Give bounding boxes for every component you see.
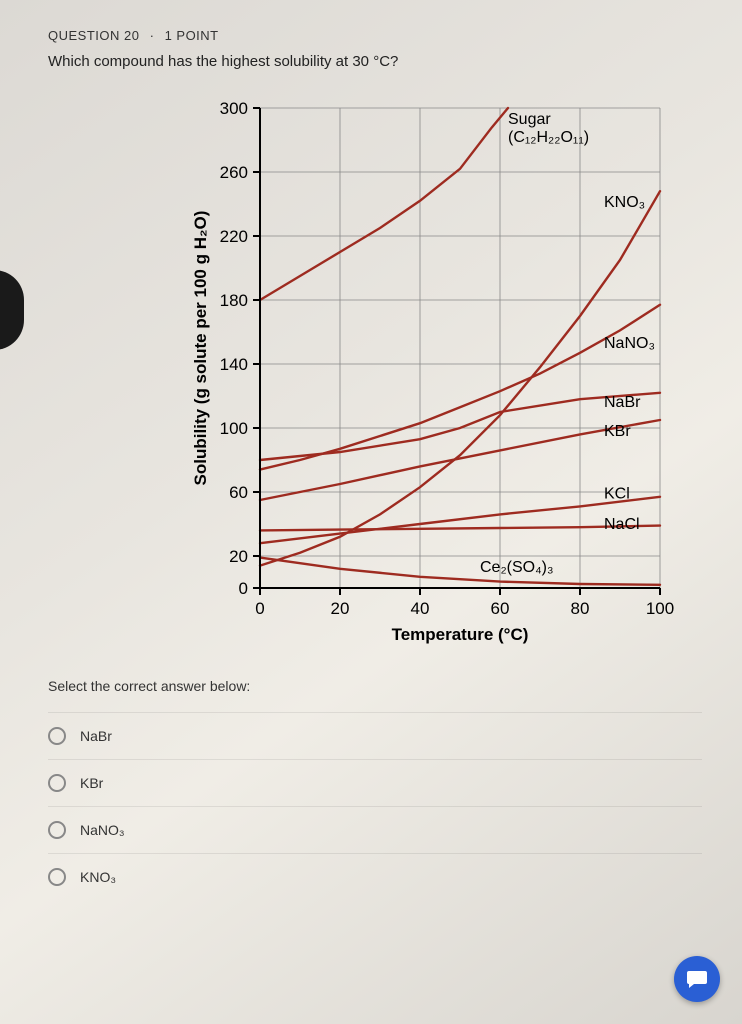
answer-option-2[interactable]: NaNO₃: [48, 806, 702, 853]
answer-prompt: Select the correct answer below:: [48, 678, 702, 694]
x-tick-label: 80: [571, 599, 590, 618]
question-header: QUESTION 20 · 1 POINT: [48, 28, 702, 43]
y-axis-label: Solubility (g solute per 100 g H₂O): [191, 211, 210, 486]
y-tick-label: 220: [220, 227, 248, 246]
answer-options: NaBr KBr NaNO₃ KNO₃: [48, 712, 702, 900]
answer-option-3[interactable]: KNO₃: [48, 853, 702, 900]
solubility-chart: 0 20 40 60 80 100 0 20 60 100 140 180 220 260 300 Tempe…: [188, 88, 698, 648]
series-KBr: [260, 420, 660, 500]
answer-option-label: KNO₃: [80, 869, 116, 885]
y-tick-label: 0: [239, 579, 248, 598]
y-tick-label: 140: [220, 355, 248, 374]
series-sublabel-Sugar: (C₁₂H₂₂O₁₁): [508, 129, 589, 146]
y-tick-label: 60: [229, 483, 248, 502]
y-tick-label: 20: [229, 547, 248, 566]
radio-icon: [48, 727, 66, 745]
answer-option-label: KBr: [80, 775, 103, 791]
x-tick-label: 100: [646, 599, 674, 618]
series-NaBr: [260, 393, 660, 460]
radio-icon: [48, 774, 66, 792]
y-tick-label: 180: [220, 291, 248, 310]
series-KNO3: [260, 191, 660, 565]
series-NaCl: [260, 526, 660, 531]
x-tick-label: 60: [491, 599, 510, 618]
series-KCl: [260, 497, 660, 543]
question-text-suffix: ?: [390, 53, 398, 70]
radio-icon: [48, 821, 66, 839]
answer-block: Select the correct answer below: NaBr KBr…: [48, 678, 702, 900]
separator-dot: ·: [150, 28, 155, 43]
answer-option-1[interactable]: KBr: [48, 759, 702, 806]
chart-svg: 0 20 40 60 80 100 0 20 60 100 140 180 220 260 300 Tempe…: [188, 88, 698, 648]
series-NaNO3: [260, 305, 660, 470]
radio-icon: [48, 868, 66, 886]
series-label-KNO3: KNO₃: [604, 194, 645, 211]
question-text-prefix: Which compound has the highest solubilit…: [48, 53, 352, 70]
y-tick-label: 260: [220, 163, 248, 182]
x-axis-label: Temperature (°C): [392, 625, 529, 644]
series-Sugar: [260, 108, 508, 300]
x-tick-label: 0: [255, 599, 264, 618]
y-tick-label: 300: [220, 99, 248, 118]
y-tick-label: 100: [220, 419, 248, 438]
chat-button[interactable]: [674, 956, 720, 1002]
series-label-KCl: KCl: [604, 485, 630, 502]
question-text-value: 30 °C: [352, 53, 390, 70]
series-label-Ce2SO43: Ce₂(SO₄)₃: [480, 559, 553, 576]
question-points: 1 POINT: [165, 28, 219, 43]
answer-option-0[interactable]: NaBr: [48, 712, 702, 759]
question-number: QUESTION 20: [48, 28, 139, 43]
answer-option-label: NaBr: [80, 728, 112, 744]
series-label-NaNO3: NaNO₃: [604, 335, 655, 352]
answer-option-label: NaNO₃: [80, 822, 125, 838]
series-label-Sugar: Sugar: [508, 111, 551, 128]
series-Ce2SO43: [260, 558, 660, 585]
question-page: QUESTION 20 · 1 POINT Which compound has…: [0, 0, 742, 920]
x-tick-label: 40: [411, 599, 430, 618]
series-label-NaBr: NaBr: [604, 394, 641, 411]
series-label-NaCl: NaCl: [604, 516, 640, 533]
series-label-KBr: KBr: [604, 423, 631, 440]
chat-icon: [685, 967, 709, 991]
question-text: Which compound has the highest solubilit…: [48, 53, 702, 70]
x-tick-label: 20: [331, 599, 350, 618]
